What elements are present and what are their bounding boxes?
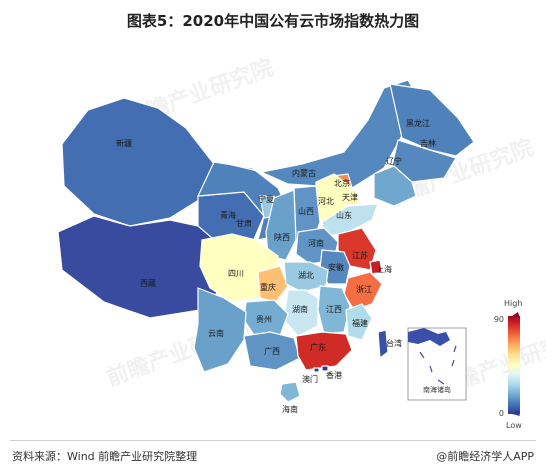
province-label: 河南 [308,238,324,248]
province-label: 香港 [326,370,342,380]
province-label: 山东 [336,210,352,220]
province-guangdong[interactable] [295,331,353,371]
chart-title: 图表5：2020年中国公有云市场指数热力图 [126,12,420,30]
province-macau[interactable] [313,367,320,373]
province-hongkong[interactable] [321,365,329,372]
province-label: 青海 [220,210,236,220]
province-label: 江苏 [352,250,368,260]
legend: High 90 0 Low [494,299,523,430]
province-chongqing[interactable] [257,265,289,303]
province-label: 广西 [264,346,280,356]
province-label: 广东 [310,342,326,352]
province-shaanxi[interactable] [265,189,297,261]
province-xinjiang[interactable] [61,97,215,227]
province-label: 河北 [318,196,334,206]
province-label: 台湾 [386,338,402,348]
province-label: 浙江 [356,284,372,294]
province-label: 贵州 [256,314,272,324]
province-label: 安徽 [328,262,344,272]
province-label: 福建 [352,318,368,328]
province-hainan[interactable] [279,381,301,403]
province-label: 山西 [298,206,314,216]
province-liaoning[interactable] [373,165,417,207]
province-yunnan[interactable] [193,287,247,373]
province-label: 内蒙古 [292,168,316,178]
province-label: 澳门 [302,374,318,384]
province-label: 江西 [326,305,342,314]
legend-bottom-pointer [512,410,520,416]
province-label: 四川 [228,269,244,278]
province-label: 甘肃 [236,218,252,228]
province-label: 上海 [376,264,392,274]
province-label: 海南 [282,404,298,414]
province-label: 云南 [208,328,224,338]
province-label: 重庆 [260,282,276,292]
province-fujian[interactable] [345,303,373,341]
province-label: 湖北 [298,271,314,280]
province-label: 天津 [342,192,358,202]
province-label: 新疆 [116,138,132,148]
legend-top-pointer [512,312,520,318]
legend-min-value: 0 [499,409,504,418]
province-taiwan[interactable] [377,329,389,360]
province-label: 北京 [334,178,350,188]
south-china-sea-inset: 南海诸岛 [407,327,467,401]
legend-high-label: High [504,299,522,308]
province-heilongjiang[interactable] [389,83,475,157]
legend-max-value: 90 [494,315,504,324]
province-label: 吉林 [420,138,436,148]
province-label: 辽宁 [386,156,402,166]
legend-bar [508,316,520,414]
inset-coastline [408,328,450,346]
province-jilin[interactable] [391,139,457,183]
province-label: 西藏 [140,278,156,288]
province-label: 黑龙江 [406,118,430,128]
province-label: 宁夏 [258,194,274,204]
inset-dash-line [419,345,457,385]
province-label: 湖南 [292,304,308,314]
footer-brand: @前瞻经济学人APP [436,450,534,463]
inset-label: 南海诸岛 [423,385,451,394]
china-heatmap: 前瞻产业研究院 前瞻产业研究院 前瞻产业研究院 前瞻产业研究院 [57,55,546,430]
province-shanghai[interactable] [369,259,383,275]
legend-low-label: Low [506,421,522,430]
province-label: 陕西 [274,232,290,242]
footer-source: 资料来源：Wind 前瞻产业研究院整理 [12,450,198,463]
footer-divider [10,440,536,441]
province-jiangxi[interactable] [317,285,351,335]
